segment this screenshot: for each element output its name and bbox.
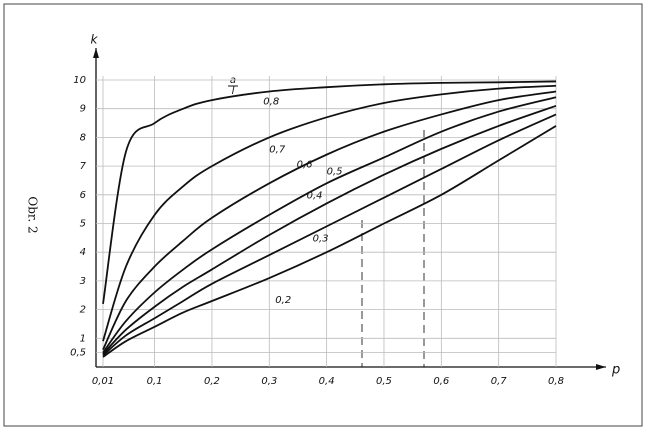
series-label: 0,8 (263, 96, 279, 107)
y-tick-label: 4 (80, 247, 86, 258)
y-arrow (93, 48, 99, 58)
series-label: 0,2 (275, 295, 291, 306)
series-label: 0,3 (313, 233, 329, 244)
y-tick-label: 1 (80, 333, 86, 344)
y-tick-label: 9 (80, 104, 86, 115)
y-tick-label: 6 (80, 190, 86, 201)
side-caption: Obr. 2 (26, 196, 40, 233)
x-tick-label: 0,7 (491, 376, 508, 387)
y-tick-label: 3 (80, 276, 86, 287)
x-tick-label: 0,8 (548, 376, 564, 387)
y-tick-label: 10 (73, 75, 86, 86)
x-axis-label: p (611, 363, 620, 378)
curve (102, 84, 557, 342)
frame (3, 3, 643, 427)
curve (102, 125, 557, 358)
curve (102, 113, 557, 357)
legend-title-numerator: a (230, 75, 236, 86)
x-tick-label: 0,2 (204, 376, 220, 387)
curve (102, 104, 557, 355)
y-tick-label: 0,5 (70, 348, 86, 359)
series-label: 0,7 (269, 144, 286, 155)
y-tick-label: 2 (80, 305, 86, 316)
series-label: 0,5 (327, 166, 343, 177)
curve (102, 90, 557, 351)
x-tick-label: 0,6 (433, 376, 449, 387)
y-axis-label: k (91, 33, 99, 47)
y-tick-label: 5 (80, 219, 86, 230)
curve (102, 80, 557, 304)
x-tick-label: 0,4 (319, 376, 335, 387)
x-tick-label: 0,3 (261, 376, 277, 387)
x-tick-label: 0,5 (376, 376, 392, 387)
series-label: 0,4 (307, 190, 323, 201)
series-label: 0,6 (297, 160, 313, 171)
y-tick-label: 8 (80, 132, 86, 143)
x-tick-label: 0,1 (147, 376, 163, 387)
x-arrow (596, 364, 606, 370)
x-tick-label: 0,01 (92, 376, 114, 387)
curve (102, 96, 557, 354)
y-tick-label: 7 (80, 161, 87, 172)
legend-title-denominator: l (232, 86, 235, 97)
